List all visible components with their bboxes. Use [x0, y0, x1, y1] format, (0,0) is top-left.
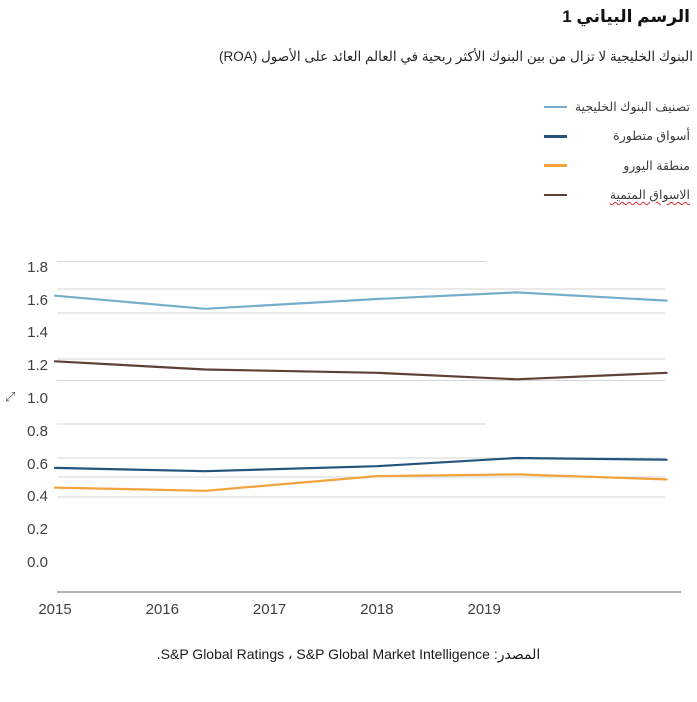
y-tick-1.0: 1.0 — [27, 390, 48, 407]
y-tick-0.4: 0.4 — [27, 488, 48, 506]
legend-swatch-gcc-banks — [544, 105, 567, 109]
x-tick-2018: 2018 — [360, 601, 394, 618]
legend-item-eurozone: منطقة اليورو — [544, 157, 690, 175]
y-tick-0.8: 0.8 — [27, 422, 48, 440]
chart-title: الرسم البياني 1 — [562, 7, 690, 26]
x-tick-2019: 2019 — [467, 601, 501, 618]
y-tick-0.6: 0.6 — [27, 455, 48, 473]
legend-label-gcc-banks: تصنيف البنوك الخليجية — [574, 100, 690, 114]
legend-swatch-eurozone — [544, 164, 567, 167]
legend-swatch-emerging-markets — [544, 193, 567, 197]
series-line-developed-markets — [53, 456, 668, 473]
series-line-eurozone — [53, 473, 668, 492]
y-tick-1.6: 1.6 — [27, 291, 48, 309]
x-tick-2015: 2015 — [38, 601, 72, 618]
chart-subtitle: البنوك الخليجية لا تزال من بين البنوك ال… — [218, 49, 693, 64]
legend-label-eurozone: منطقة اليورو — [623, 158, 690, 173]
x-tick-2016: 2016 — [145, 601, 179, 618]
x-tick-2017: 2017 — [252, 601, 287, 618]
legend-item-gcc-banks: تصنيف البنوك الخليجية — [544, 98, 690, 116]
resize-cursor-icon: ⤢ — [5, 389, 16, 404]
y-tick-1.4: 1.4 — [27, 324, 48, 342]
legend-item-developed-markets: أسواق متطورة — [544, 127, 690, 145]
y-tick-0.0: 0.0 — [27, 554, 48, 571]
series-line-gcc-banks — [53, 291, 668, 310]
legend-item-emerging-markets: الاسواق المتمية — [544, 186, 690, 204]
y-tick-1.2: 1.2 — [27, 357, 48, 375]
legend-label-emerging-markets: الاسواق المتمية — [609, 187, 690, 202]
legend-label-developed-markets: أسواق متطورة — [613, 129, 690, 144]
legend-swatch-developed-markets — [544, 135, 567, 138]
y-tick-0.2: 0.2 — [27, 521, 48, 539]
series-line-emerging-markets — [53, 360, 668, 381]
y-tick-1.8: 1.8 — [27, 258, 48, 276]
source-caption: المصدر: S&P Global Ratings ، S&P Global … — [156, 646, 541, 662]
